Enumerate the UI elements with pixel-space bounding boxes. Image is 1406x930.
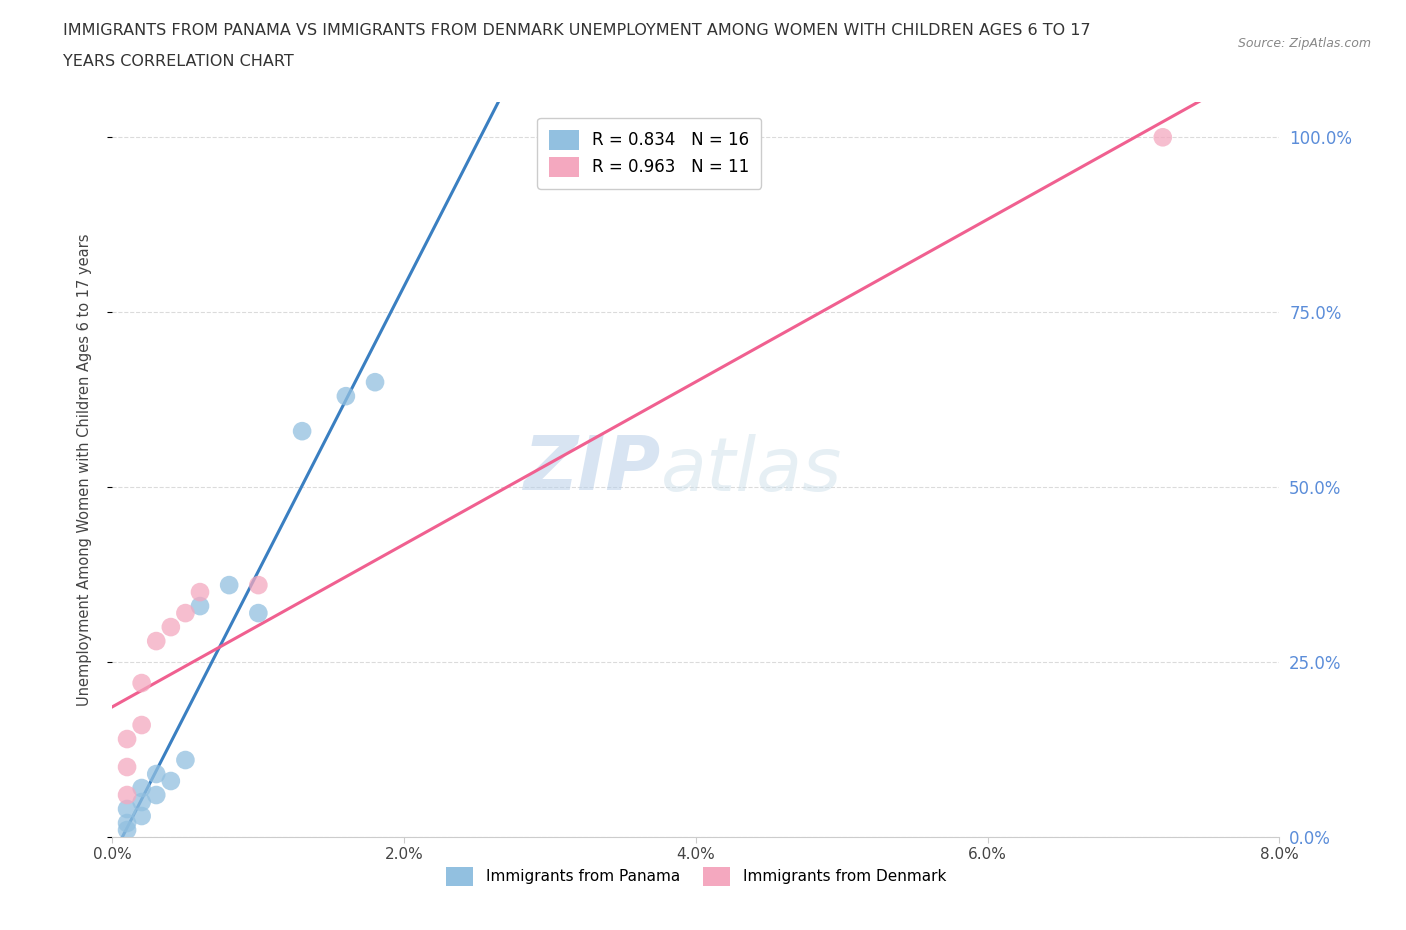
Text: ZIP: ZIP [523,433,661,506]
Legend: Immigrants from Panama, Immigrants from Denmark: Immigrants from Panama, Immigrants from … [440,861,952,892]
Point [131,808,153,823]
Point [145,766,167,781]
Point [145,633,167,648]
Point [131,718,153,733]
Point [115,816,138,830]
Point [160,619,183,634]
Y-axis label: Unemployment Among Women with Children Ages 6 to 17 years: Unemployment Among Women with Children A… [77,233,91,706]
Point [364,375,387,390]
Point [115,732,138,747]
Point [1152,130,1174,145]
Point [115,822,138,837]
Text: IMMIGRANTS FROM PANAMA VS IMMIGRANTS FROM DENMARK UNEMPLOYMENT AMONG WOMEN WITH : IMMIGRANTS FROM PANAMA VS IMMIGRANTS FRO… [63,23,1091,38]
Point [131,675,153,690]
Point [188,585,211,600]
Point [218,578,240,592]
Point [174,605,197,620]
Point [174,752,197,767]
Point [188,599,211,614]
Point [131,794,153,809]
Text: atlas: atlas [661,433,842,506]
Text: YEARS CORRELATION CHART: YEARS CORRELATION CHART [63,54,294,69]
Point [247,605,270,620]
Point [145,788,167,803]
Point [115,760,138,775]
Point [291,424,314,439]
Point [115,802,138,817]
Point [335,389,357,404]
Point [160,774,183,789]
Point [247,578,270,592]
Text: Source: ZipAtlas.com: Source: ZipAtlas.com [1237,37,1371,50]
Point [131,780,153,795]
Point [115,788,138,803]
